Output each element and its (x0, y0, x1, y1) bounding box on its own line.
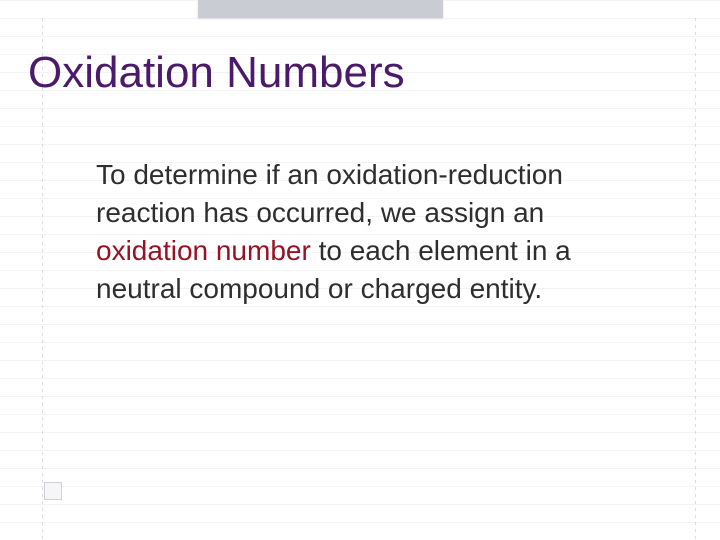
body-pre-text: To determine if an oxidation-reduction r… (96, 159, 563, 228)
corner-decor-box (44, 482, 62, 500)
body-emphasis: oxidation number (96, 235, 311, 266)
slide-title: Oxidation Numbers (28, 48, 405, 98)
slide: Oxidation Numbers To determine if an oxi… (0, 0, 720, 540)
top-accent-bar (198, 0, 443, 18)
right-vertical-divider (695, 18, 696, 540)
slide-body: To determine if an oxidation-reduction r… (96, 156, 656, 308)
